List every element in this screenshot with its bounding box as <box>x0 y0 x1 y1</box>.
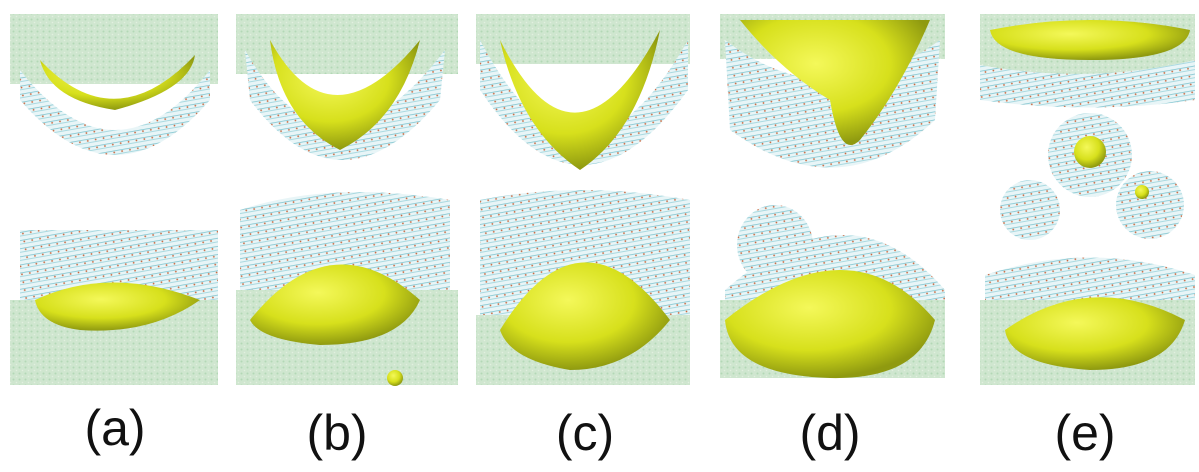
panel-label: (b) <box>306 405 367 461</box>
panel-label: (e) <box>1054 405 1115 461</box>
panel-d <box>720 14 945 378</box>
panel-label: (c) <box>556 405 614 461</box>
nanoparticle <box>1074 136 1106 168</box>
panel-e <box>980 14 1195 385</box>
panel-label: (d) <box>799 405 860 461</box>
panel-c <box>476 14 690 385</box>
panel-label: (a) <box>84 400 145 456</box>
micelle <box>1000 180 1060 240</box>
micelle <box>1116 171 1184 239</box>
panel-b <box>236 14 458 386</box>
nanoparticle <box>1135 185 1149 199</box>
water <box>236 14 458 74</box>
water <box>10 14 218 84</box>
nanoparticle <box>387 370 403 386</box>
panel-a <box>10 14 218 385</box>
figure: (a) (b) (c) (d) (e) <box>0 0 1199 472</box>
